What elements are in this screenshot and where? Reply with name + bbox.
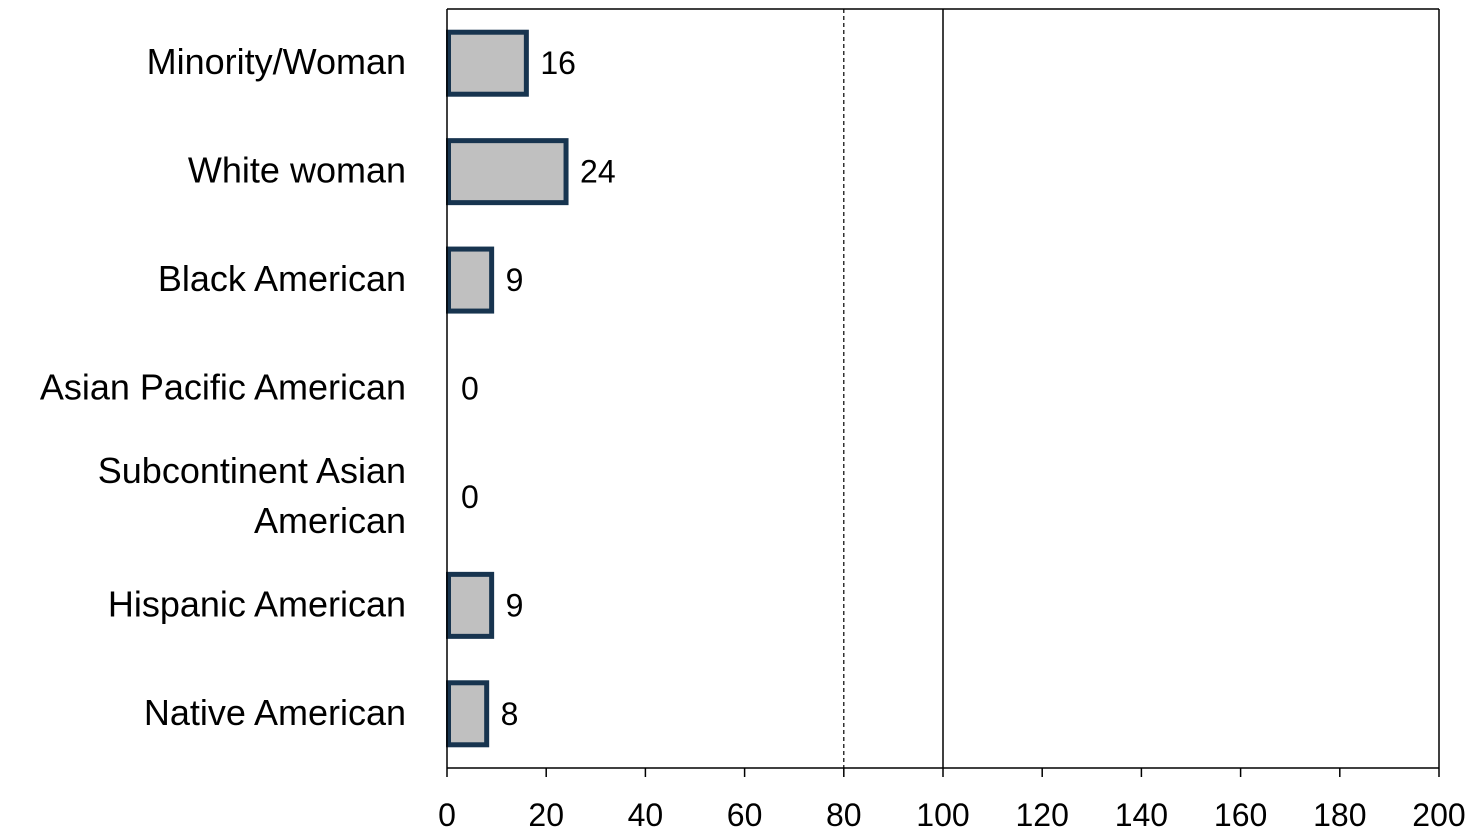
bar-value-label: 24 [580,154,616,190]
labels-group: 0 20 40 60 80 100 120 140 160 180 20016Minority/Wo… [40,41,1466,833]
x-tick-label: 20 [528,797,564,833]
x-tick-label: 0 [438,797,456,833]
bar [446,571,495,639]
bar [446,680,490,748]
category-label: Subcontinent Asian [98,450,406,491]
category-label: Hispanic American [108,583,406,624]
category-label: American [254,500,406,541]
bar [446,138,569,206]
x-tick-label: 100 [916,797,969,833]
bars-group [446,29,569,748]
axes-group [446,8,1440,777]
bar [446,246,495,314]
x-tick-label: 60 [727,797,763,833]
bar-value-label: 0 [461,371,479,407]
category-label: Black American [158,258,406,299]
bar-value-label: 9 [506,587,524,623]
category-label: Native American [144,692,406,733]
x-tick-label: 80 [826,797,862,833]
category-label: Asian Pacific American [40,367,406,408]
bar [446,29,529,97]
bar-value-label: 8 [501,696,519,732]
bar-value-label: 0 [461,479,479,515]
x-tick-label: 40 [628,797,664,833]
x-tick-label: 180 [1313,797,1366,833]
x-tick-label: 160 [1214,797,1267,833]
category-label: Minority/Woman [147,41,406,82]
x-tick-label: 140 [1115,797,1168,833]
x-tick-label: 200 [1412,797,1465,833]
category-label: White woman [188,150,406,191]
reference-lines [843,9,944,768]
bar-value-label: 16 [540,45,576,81]
x-tick-label: 120 [1016,797,1069,833]
bar-value-label: 9 [506,262,524,298]
